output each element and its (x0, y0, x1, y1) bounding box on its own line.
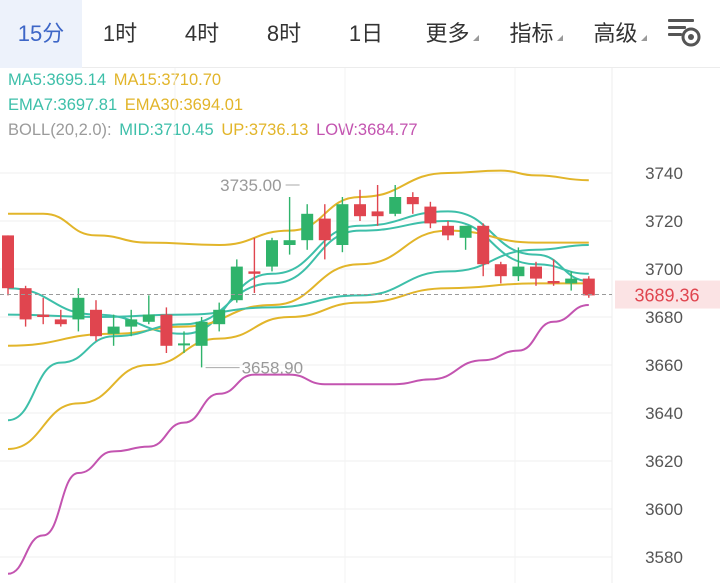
candle-body (530, 266, 542, 279)
candle-body (406, 197, 419, 205)
high-price-label: 3735.00 (220, 176, 281, 195)
caret-icon (556, 35, 563, 41)
candle-body (336, 204, 349, 245)
candle-body (248, 271, 261, 274)
tab-label: 15分 (17, 21, 65, 46)
candle-body (107, 326, 120, 334)
candlestick-chart[interactable]: 3580 3600 3620 3640 3660 3680 3700 3720 3740 3735… (0, 68, 720, 583)
tab-label: 8时 (266, 21, 302, 46)
tab-1day[interactable]: 1日 (330, 0, 402, 68)
y-tick-label: 3600 (645, 500, 683, 519)
y-tick-label: 3700 (645, 260, 683, 279)
candle-body (354, 204, 366, 217)
y-tick-label: 3580 (645, 548, 683, 567)
candle-body (301, 213, 314, 241)
candle-body (213, 309, 226, 325)
legend-ma15: MA15:3710.70 (113, 71, 222, 89)
candle-body (318, 218, 331, 241)
legend-ma5: MA5:3695.14 (8, 71, 107, 89)
candle-body (389, 197, 402, 214)
legend-boll-params: BOLL(20,2.0): (8, 121, 112, 139)
candle-body (459, 225, 472, 238)
tab-more[interactable]: 更多 (412, 0, 492, 68)
caret-icon (472, 35, 479, 41)
low-price-label: 3658.90 (242, 359, 303, 378)
legend-boll-row: BOLL(20,2.0): MID:3710.45 UP:3736.13 LOW… (8, 121, 421, 140)
legend-ema30: EMA30:3694.01 (124, 96, 244, 114)
tab-label: 1时 (102, 21, 138, 46)
candle-body (477, 225, 490, 265)
candle-body (37, 314, 50, 317)
caret-icon (640, 35, 647, 41)
y-tick-label: 3640 (645, 404, 683, 423)
candle-body (178, 343, 190, 346)
candle-body (19, 288, 32, 320)
candle-body (266, 240, 278, 267)
tab-8hour[interactable]: 8时 (248, 0, 320, 68)
tab-1hour[interactable]: 1时 (84, 0, 156, 68)
tab-advanced[interactable]: 高级 (580, 0, 660, 68)
candle-body (2, 235, 14, 289)
indicator-line-boll_up (7, 169, 589, 247)
candle-body (142, 314, 155, 322)
legend-ma-row: MA5:3695.14 MA15:3710.70 (8, 71, 224, 90)
candle-body (565, 278, 578, 284)
tab-15min[interactable]: 15分 (0, 0, 82, 68)
candle-body (371, 211, 384, 217)
chart-settings-button[interactable] (664, 16, 704, 52)
candle-body (195, 321, 208, 346)
tab-indicators[interactable]: 指标 (496, 0, 576, 68)
indicator-line-ma5 (7, 210, 589, 335)
tab-label: 4时 (184, 21, 220, 46)
candle-body (442, 225, 454, 236)
candle-body (424, 206, 437, 224)
settings-gear-icon (668, 19, 701, 47)
legend-boll-mid: MID:3710.45 (119, 121, 214, 139)
candle-body (283, 240, 296, 245)
y-tick-label: 3740 (645, 164, 683, 183)
tab-label: 指标 (509, 21, 554, 46)
indicator-line-boll_low (7, 304, 589, 575)
candle-body (160, 314, 173, 346)
candle-body (72, 297, 85, 320)
tab-label: 1日 (348, 21, 384, 46)
tab-label: 高级 (593, 21, 638, 46)
indicator-line-boll_mid (7, 244, 589, 319)
y-tick-label: 3680 (645, 308, 683, 327)
candle-body (582, 278, 595, 296)
timeframe-tab-bar: 15分 1时 4时 8时 1日 更多 指标 高级 (0, 0, 720, 68)
indicator-line-ema7 (7, 219, 589, 422)
candle-body (547, 281, 560, 284)
tab-label: 更多 (425, 21, 470, 46)
y-tick-label: 3720 (645, 212, 683, 231)
legend-ema-row: EMA7:3697.81 EMA30:3694.01 (8, 96, 246, 115)
y-tick-label: 3660 (645, 356, 683, 375)
current-price-tag (615, 280, 720, 309)
tab-4hour[interactable]: 4时 (166, 0, 238, 68)
legend-ema7: EMA7:3697.81 (8, 96, 118, 114)
candle-body (54, 319, 67, 325)
candle-body (90, 309, 102, 337)
legend-boll-low: LOW:3684.77 (316, 121, 418, 139)
y-tick-label: 3620 (645, 452, 683, 471)
legend-boll-up: UP:3736.13 (221, 121, 309, 139)
candle-body (494, 264, 507, 277)
indicator-line-ema30 (7, 282, 589, 450)
candle-body (230, 266, 243, 301)
candle-body (125, 319, 138, 327)
candle-body (512, 266, 525, 277)
current-price-label: 3689.36 (634, 286, 699, 306)
